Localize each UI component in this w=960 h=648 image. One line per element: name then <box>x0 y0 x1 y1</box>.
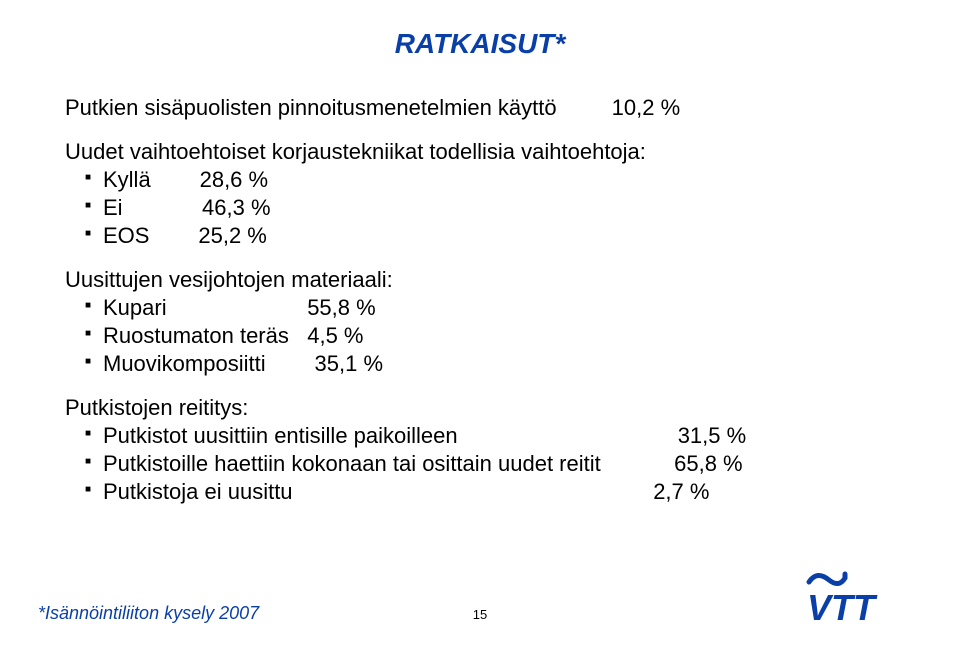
label: Putkien sisäpuolisten pinnoitusmenetelmi… <box>65 95 557 120</box>
label: Kyllä <box>103 167 151 192</box>
label: Putkistoille haettiin kokonaan tai ositt… <box>103 451 601 476</box>
list-item: Muovikomposiitti 35,1 % <box>65 351 895 377</box>
list-item: Ruostumaton teräs 4,5 % <box>65 323 895 349</box>
section4-heading: Putkistojen reititys: <box>65 395 895 421</box>
list-item: Putkistoille haettiin kokonaan tai ositt… <box>65 451 895 477</box>
label: Kupari <box>103 295 167 320</box>
label: Ruostumaton teräs <box>103 323 289 348</box>
value-text: 10,2 % <box>612 95 681 120</box>
logo-text: VTT <box>807 587 878 628</box>
slide: RATKAISUT* Putkien sisäpuolisten pinnoit… <box>0 0 960 648</box>
line-pinnoitus: Putkien sisäpuolisten pinnoitusmenetelmi… <box>65 95 895 121</box>
page-number: 15 <box>473 607 487 622</box>
list-item: EOS 25,2 % <box>65 223 895 249</box>
list-item: Ei 46,3 % <box>65 195 895 221</box>
list-item: Kupari 55,8 % <box>65 295 895 321</box>
slide-content: Putkien sisäpuolisten pinnoitusmenetelmi… <box>65 95 895 507</box>
value: 55,8 % <box>307 295 376 320</box>
label: Putkistot uusittiin entisille paikoillee… <box>103 423 458 448</box>
section2-heading: Uudet vaihtoehtoiset korjaustekniikat to… <box>65 139 895 165</box>
value: 65,8 % <box>674 451 743 476</box>
list-item: Putkistot uusittiin entisille paikoillee… <box>65 423 895 449</box>
value: 31,5 % <box>678 423 747 448</box>
list-item: Putkistoja ei uusittu 2,7 % <box>65 479 895 505</box>
vtt-logo: VTT <box>805 568 915 628</box>
label: Muovikomposiitti <box>103 351 266 376</box>
label: Putkistoja ei uusittu <box>103 479 293 504</box>
value: 35,1 % <box>315 351 384 376</box>
footnote: *Isännöintiliiton kysely 2007 <box>38 603 259 624</box>
value: 4,5 % <box>307 323 363 348</box>
value: 46,3 % <box>202 195 271 220</box>
list-item: Kyllä 28,6 % <box>65 167 895 193</box>
label: EOS <box>103 223 149 248</box>
value <box>557 95 612 120</box>
section3-heading: Uusittujen vesijohtojen materiaali: <box>65 267 895 293</box>
label: Ei <box>103 195 123 220</box>
value: 25,2 % <box>198 223 267 248</box>
slide-title: RATKAISUT* <box>0 28 960 60</box>
value: 2,7 % <box>653 479 709 504</box>
value: 28,6 % <box>200 167 269 192</box>
